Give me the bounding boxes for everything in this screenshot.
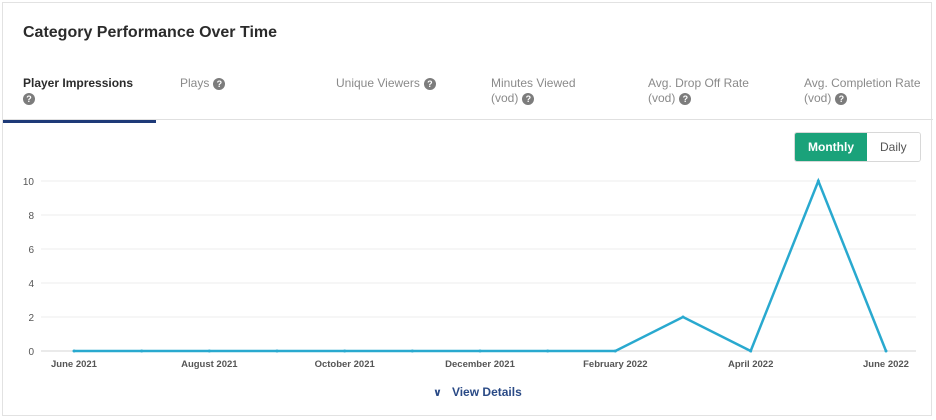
active-tab-underline [3, 120, 156, 123]
data-point [749, 349, 753, 353]
tab-sublabel: (vod) [804, 91, 832, 105]
question-circle-icon[interactable]: ? [213, 77, 226, 90]
card-title: Category Performance Over Time [23, 24, 278, 41]
question-circle-icon[interactable]: ? [23, 92, 35, 105]
data-point [72, 349, 76, 353]
period-toggle: Monthly Daily [794, 132, 921, 162]
monthly-button[interactable]: Monthly [795, 133, 867, 161]
tab-minutes-viewed[interactable]: Minutes Viewed (vod)? [491, 76, 576, 106]
tab-label: Player Impressions [23, 76, 134, 90]
question-circle-icon[interactable]: ? [423, 77, 436, 90]
x-tick-label: June 2021 [51, 359, 98, 370]
y-tick-label: 8 [28, 211, 34, 222]
y-tick-label: 0 [28, 347, 34, 358]
x-tick-label: February 2022 [583, 359, 647, 370]
y-tick-label: 6 [28, 245, 34, 256]
tab-avg-drop-off-rate[interactable]: Avg. Drop Off Rate (vod)? [648, 76, 749, 106]
daily-button[interactable]: Daily [867, 133, 920, 161]
metric-tabs: Player Impressions ? Plays? Unique Viewe… [3, 71, 933, 123]
tab-label: Avg. Drop Off Rate [648, 76, 749, 90]
data-point [681, 315, 685, 319]
line-chart: 0 2 4 6 8 10 June 2021 August 2021 October 2021 D… [23, 177, 916, 370]
question-circle-icon[interactable]: ? [835, 92, 848, 105]
x-tick-label: December 2021 [445, 359, 515, 370]
data-point [546, 349, 550, 353]
data-point [275, 349, 279, 353]
x-tick-label: April 2022 [728, 359, 773, 370]
data-point [140, 349, 144, 353]
tab-unique-viewers[interactable]: Unique Viewers? [336, 76, 436, 91]
tab-label: Minutes Viewed [491, 76, 576, 90]
data-point [816, 179, 820, 183]
x-tick-label: October 2021 [315, 359, 376, 370]
tab-label: Unique Viewers [336, 76, 420, 90]
tab-sublabel: (vod) [648, 91, 676, 105]
tab-plays[interactable]: Plays? [180, 76, 226, 91]
x-tick-label: August 2021 [181, 359, 238, 370]
chevron-down-icon: ∨ [433, 387, 442, 399]
data-point [478, 349, 482, 353]
data-point [343, 349, 347, 353]
y-tick-label: 4 [28, 279, 34, 290]
tab-avg-completion-rate[interactable]: Avg. Completion Rate (vod)? [804, 76, 921, 106]
data-point [207, 349, 211, 353]
tab-label: Avg. Completion Rate [804, 76, 921, 90]
data-point [613, 349, 617, 353]
y-tick-label: 10 [23, 177, 35, 188]
question-circle-icon[interactable]: ? [679, 92, 692, 105]
tab-label: Plays [180, 76, 210, 90]
x-tick-label: June 2022 [863, 359, 909, 370]
tab-sublabel: (vod) [491, 91, 519, 105]
y-tick-label: 2 [28, 313, 34, 324]
tab-player-impressions[interactable]: Player Impressions ? [3, 76, 156, 123]
data-point [410, 349, 414, 353]
question-circle-icon[interactable]: ? [522, 92, 535, 105]
data-point [884, 349, 888, 353]
view-details-label: View Details [451, 385, 522, 399]
view-details-link[interactable]: ∨ View Details [433, 385, 522, 399]
series-line [74, 177, 888, 353]
